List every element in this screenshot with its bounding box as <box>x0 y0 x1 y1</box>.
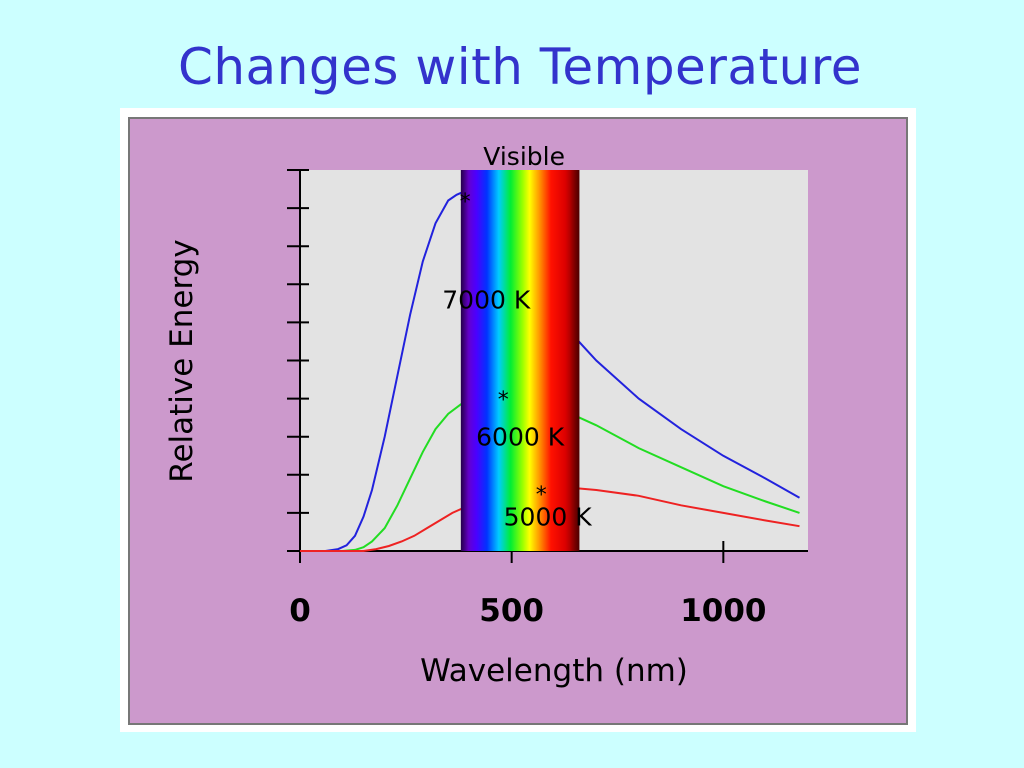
peak-marker: * <box>460 190 471 215</box>
series-labels: 7000 K 6000 K 5000 K <box>442 286 592 532</box>
series-label: 5000 K <box>504 503 593 532</box>
visible-spectrum-band: Visible <box>460 142 580 551</box>
y-ticks <box>287 169 309 552</box>
series-label: 7000 K <box>442 286 531 315</box>
x-tick-labels: 0 500 1000 <box>289 593 766 629</box>
x-tick-label: 0 <box>289 593 311 629</box>
x-axis-label: Wavelength (nm) <box>420 653 688 689</box>
series-label: 6000 K <box>476 423 565 452</box>
x-tick-label: 1000 <box>680 593 766 629</box>
visible-label: Visible <box>483 142 565 171</box>
peak-marker: * <box>536 483 547 508</box>
x-tick-label: 500 <box>479 593 544 629</box>
peak-marker: * <box>498 388 509 413</box>
peak-markers: * * * <box>460 190 547 508</box>
y-axis-label: Relative Energy <box>164 239 200 482</box>
slide-title: Changes with Temperature <box>177 38 863 96</box>
chart-panel: 0 500 1000 Visible * * * 7000 K 6000 K 5000 K … <box>120 108 916 732</box>
series-line <box>300 191 800 552</box>
visible-spectrum-shade <box>460 170 580 551</box>
